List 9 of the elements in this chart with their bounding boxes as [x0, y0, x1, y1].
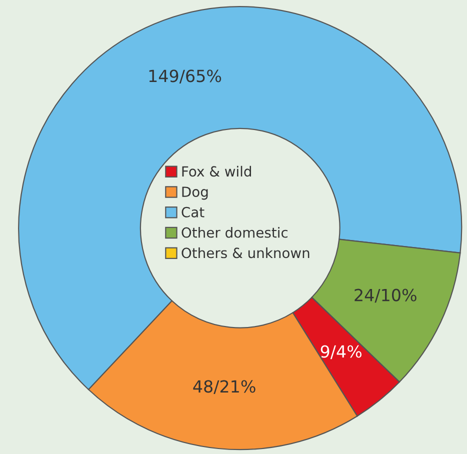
data-label: 9/4% [320, 345, 362, 360]
data-label: 149/65% [149, 70, 222, 84]
legend-label: Cat [182, 206, 204, 218]
data-label: 48/21% [193, 380, 256, 394]
legend-label: Other domestic [182, 227, 288, 238]
data-label: 24/10% [354, 288, 416, 303]
legend-label: Dog [182, 186, 208, 200]
legend-label: Fox & wild [182, 166, 251, 177]
legend-label: Others & unknown [182, 247, 310, 258]
